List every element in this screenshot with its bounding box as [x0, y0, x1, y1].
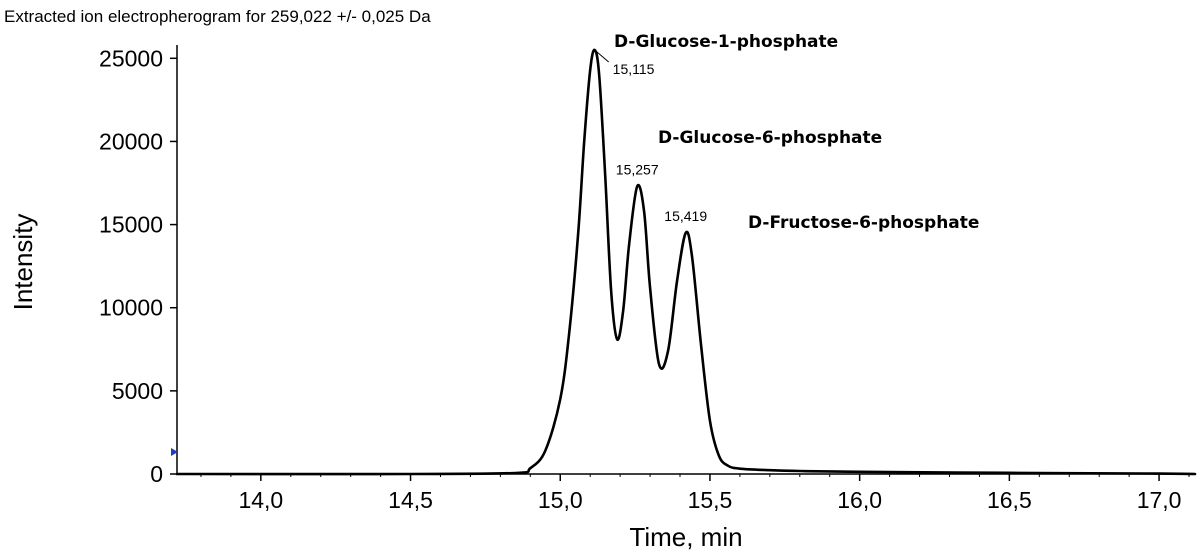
chart-title: Extracted ion electropherogram for 259,0…	[4, 7, 431, 26]
x-tick-label: 16,0	[837, 487, 882, 513]
peak-labels: 15,115 15,257 15,419	[594, 49, 707, 224]
peak-leader-line	[594, 49, 610, 63]
x-axis-ticks: 14,0 14,5 15,0 15,5 16,0 16,5 17,0	[200, 474, 1190, 513]
y-tick-label: 20000	[99, 128, 163, 154]
y-tick-label: 10000	[99, 295, 163, 321]
x-tick-label: 15,0	[538, 487, 583, 513]
x-tick-label: 16,5	[987, 487, 1032, 513]
y-tick-label: 25000	[99, 45, 163, 71]
series-line-0	[175, 48, 1197, 476]
origin-marker-icon	[171, 448, 178, 456]
y-axis-label: Intensity	[8, 214, 38, 311]
annotation-d-fructose-6-phosphate: D-Fructose-6-phosphate	[748, 213, 979, 233]
annotation-d-glucose-6-phosphate: D-Glucose-6-phosphate	[658, 128, 882, 148]
y-tick-label: 0	[150, 461, 163, 487]
x-tick-label: 17,0	[1137, 487, 1182, 513]
series-group	[175, 48, 1197, 476]
x-tick-label: 15,5	[688, 487, 733, 513]
y-axis-ticks: 0 5000 10000 15000 20000 25000	[99, 45, 177, 487]
y-tick-label: 5000	[112, 378, 163, 404]
peak-label: 15,419	[664, 208, 707, 224]
peak-label: 15,115	[613, 61, 655, 77]
x-tick-label: 14,5	[388, 487, 433, 513]
annotation-d-glucose-1-phosphate: D-Glucose-1-phosphate	[614, 32, 838, 52]
peak-label: 15,257	[616, 161, 659, 177]
x-tick-label: 14,0	[238, 487, 283, 513]
x-axis-label: Time, min	[629, 522, 742, 552]
axes	[176, 45, 1195, 475]
y-tick-label: 15000	[99, 212, 163, 238]
